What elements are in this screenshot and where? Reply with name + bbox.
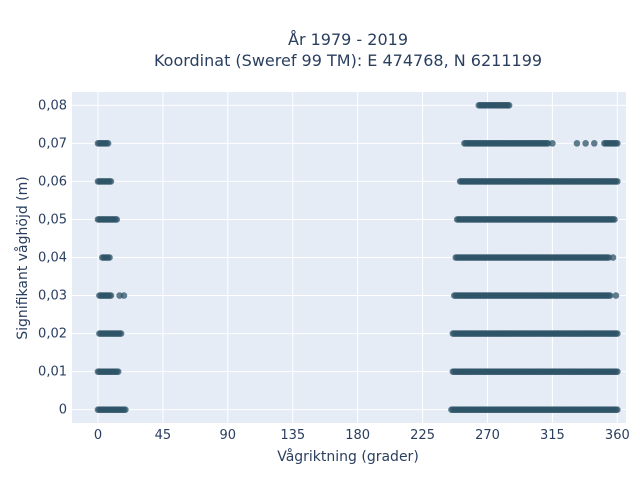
x-tick-label: 135 bbox=[280, 428, 305, 443]
y-tick-label: 0,07 bbox=[38, 136, 67, 151]
data-point bbox=[104, 140, 112, 147]
data-point bbox=[614, 178, 621, 185]
data-point bbox=[107, 292, 115, 299]
x-axis-ticks: 0 45 90 135 180 225 270 315 360 bbox=[94, 428, 630, 443]
data-point bbox=[614, 368, 621, 375]
x-tick-label: 270 bbox=[475, 428, 500, 443]
y-axis-ticks: 0 0,01 0,02 0,03 0,04 0,05 0,06 0,07 0,08 bbox=[38, 98, 67, 417]
y-tick-label: 0,03 bbox=[38, 289, 67, 304]
data-point bbox=[114, 368, 122, 375]
y-tick-label: 0 bbox=[59, 403, 67, 418]
x-tick-label: 180 bbox=[345, 428, 370, 443]
x-tick-label: 45 bbox=[155, 428, 172, 443]
data-point bbox=[614, 330, 621, 337]
chart-title-line2: Koordinat (Sweref 99 TM): E 474768, N 62… bbox=[154, 51, 542, 70]
y-axis-label: Signifikant våghöjd (m) bbox=[14, 176, 31, 339]
data-point bbox=[505, 102, 513, 109]
x-tick-label: 90 bbox=[220, 428, 237, 443]
data-point bbox=[120, 292, 128, 299]
y-tick-label: 0,02 bbox=[38, 327, 67, 342]
x-tick-label: 360 bbox=[605, 428, 630, 443]
x-tick-label: 225 bbox=[410, 428, 435, 443]
data-point bbox=[122, 406, 129, 413]
x-tick-label: 0 bbox=[94, 428, 102, 443]
data-point bbox=[611, 216, 618, 223]
data-point bbox=[113, 216, 121, 223]
data-point bbox=[549, 140, 556, 147]
y-tick-label: 0,05 bbox=[38, 212, 67, 227]
data-point bbox=[606, 292, 614, 299]
data-point bbox=[582, 140, 589, 147]
data-points bbox=[94, 102, 621, 413]
x-tick-label: 315 bbox=[540, 428, 565, 443]
data-point bbox=[614, 140, 621, 147]
data-point bbox=[107, 178, 115, 185]
data-point bbox=[117, 330, 125, 337]
y-tick-label: 0,01 bbox=[38, 365, 67, 380]
data-point bbox=[106, 254, 113, 261]
y-tick-label: 0,06 bbox=[38, 174, 67, 189]
data-point bbox=[612, 292, 620, 299]
data-point bbox=[573, 140, 581, 147]
y-tick-label: 0,08 bbox=[38, 98, 67, 113]
data-point bbox=[609, 254, 617, 261]
y-tick-label: 0,04 bbox=[38, 251, 67, 266]
data-point bbox=[590, 140, 598, 147]
data-point bbox=[614, 406, 621, 413]
x-axis-label: Vågriktning (grader) bbox=[277, 448, 419, 465]
chart-title-line1: År 1979 - 2019 bbox=[288, 30, 408, 49]
